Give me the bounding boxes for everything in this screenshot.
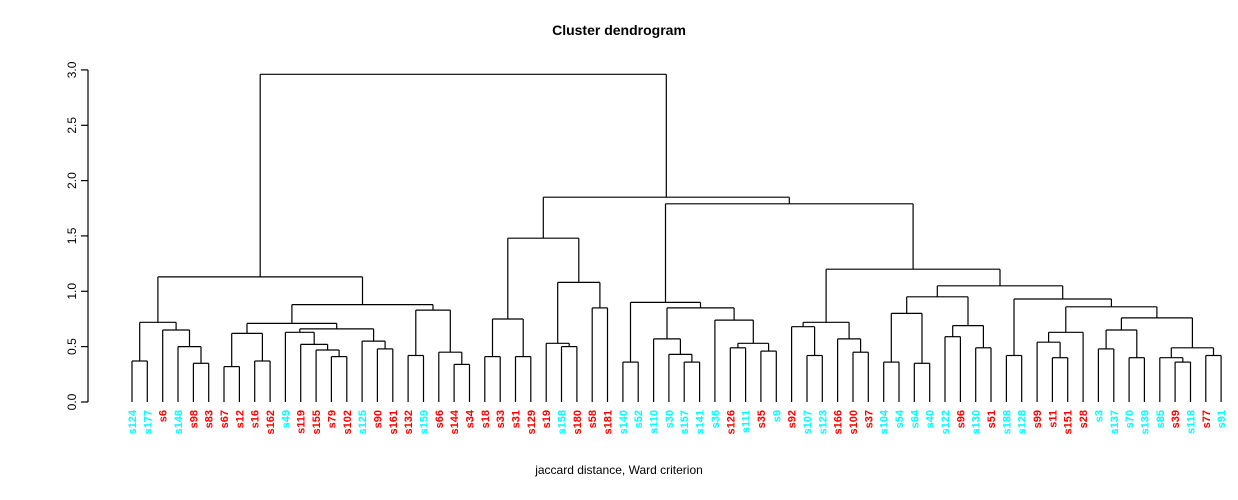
leaf-label: s37 <box>863 410 875 428</box>
leaf-label: s90 <box>372 410 384 428</box>
leaf-label: s162 <box>265 410 277 434</box>
leaf-label: s49 <box>280 410 292 428</box>
leaf-label: s177 <box>142 410 154 434</box>
leaf-label: s148 <box>173 410 185 434</box>
leaf-label: s28 <box>1078 410 1090 428</box>
leaf-label: s155 <box>311 410 323 434</box>
leaf-label: s123 <box>817 410 829 434</box>
leaf-label: s99 <box>1032 410 1044 428</box>
y-axis-tick-label: 2.0 <box>65 172 79 189</box>
leaf-label: s137 <box>1109 410 1121 434</box>
leaf-label: s100 <box>848 410 860 434</box>
leaf-label: s139 <box>1139 410 1151 434</box>
leaf-label: s128 <box>1017 410 1029 434</box>
leaf-label: s11 <box>1047 410 1059 428</box>
leaf-label: s158 <box>557 410 569 434</box>
leaf-label: s180 <box>572 410 584 434</box>
leaf-label: s51 <box>986 410 998 428</box>
leaf-label: s102 <box>342 410 354 434</box>
leaf-label: s36 <box>710 410 722 428</box>
y-axis-tick-label: 1.5 <box>65 227 79 244</box>
leaf-label: s159 <box>418 410 430 434</box>
leaf-label: s12 <box>234 410 246 428</box>
y-axis-tick-label: 0.0 <box>65 393 79 410</box>
leaf-label: s118 <box>1185 410 1197 434</box>
y-axis-tick-label: 0.5 <box>65 338 79 355</box>
leaf-label: s70 <box>1124 410 1136 428</box>
leaf-label: s85 <box>1155 410 1167 428</box>
leaf-label: s141 <box>695 410 707 434</box>
leaf-label: s130 <box>971 410 983 434</box>
leaf-label: s58 <box>587 410 599 428</box>
leaf-label: s161 <box>388 410 400 434</box>
leaf-label: s157 <box>679 410 691 434</box>
y-axis-tick-label: 2.5 <box>65 117 79 134</box>
leaf-label: s111 <box>741 410 753 433</box>
leaf-label: s151 <box>1063 410 1075 434</box>
leaf-label: s34 <box>464 409 476 428</box>
leaf-label: s119 <box>296 410 308 434</box>
chart-title: Cluster dendrogram <box>552 22 686 38</box>
leaf-label: s67 <box>219 410 231 428</box>
leaf-label: s110 <box>649 410 661 434</box>
leaf-label: s129 <box>526 410 538 434</box>
leaf-label: s54 <box>894 409 906 428</box>
leaf-label: s79 <box>326 410 338 428</box>
y-axis-tick-label: 3.0 <box>65 61 79 78</box>
leaf-label: s3 <box>1093 410 1105 422</box>
leaf-label: s35 <box>756 410 768 428</box>
leaf-label: s104 <box>879 409 891 434</box>
leaf-label: s144 <box>449 409 461 434</box>
y-axis-tick-label: 1.0 <box>65 283 79 300</box>
leaf-label: s66 <box>434 410 446 428</box>
leaf-label: s98 <box>188 410 200 428</box>
chart-caption: jaccard distance, Ward criterion <box>535 463 703 477</box>
leaf-label: s126 <box>725 410 737 434</box>
leaf-label: s91 <box>1216 410 1228 428</box>
leaf-label: s64 <box>909 409 921 428</box>
leaf-label: s122 <box>940 410 952 434</box>
leaf-label: s19 <box>541 410 553 428</box>
leaf-label: s83 <box>204 410 216 428</box>
leaf-label: s107 <box>802 410 814 434</box>
leaf-label: s181 <box>603 410 615 434</box>
leaf-label: s39 <box>1170 410 1182 428</box>
leaf-label: s40 <box>925 410 937 428</box>
leaf-label: s96 <box>955 410 967 428</box>
leaf-label: s16 <box>250 410 262 428</box>
leaf-label: s9 <box>771 410 783 422</box>
leaf-label: s132 <box>403 410 415 434</box>
leaf-label: s77 <box>1201 410 1213 428</box>
leaf-label: s92 <box>787 410 799 428</box>
leaf-label: s124 <box>127 409 139 434</box>
leaf-label: s140 <box>618 410 630 434</box>
leaf-label: s52 <box>633 410 645 428</box>
leaf-label: s6 <box>158 410 170 422</box>
leaf-label: s125 <box>357 410 369 434</box>
leaf-label: s31 <box>511 410 523 428</box>
leaf-label: s166 <box>833 410 845 434</box>
leaf-label: s18 <box>480 410 492 428</box>
leaf-label: s30 <box>664 410 676 428</box>
leaf-label: s33 <box>495 410 507 428</box>
leaf-label: s188 <box>1001 410 1013 434</box>
